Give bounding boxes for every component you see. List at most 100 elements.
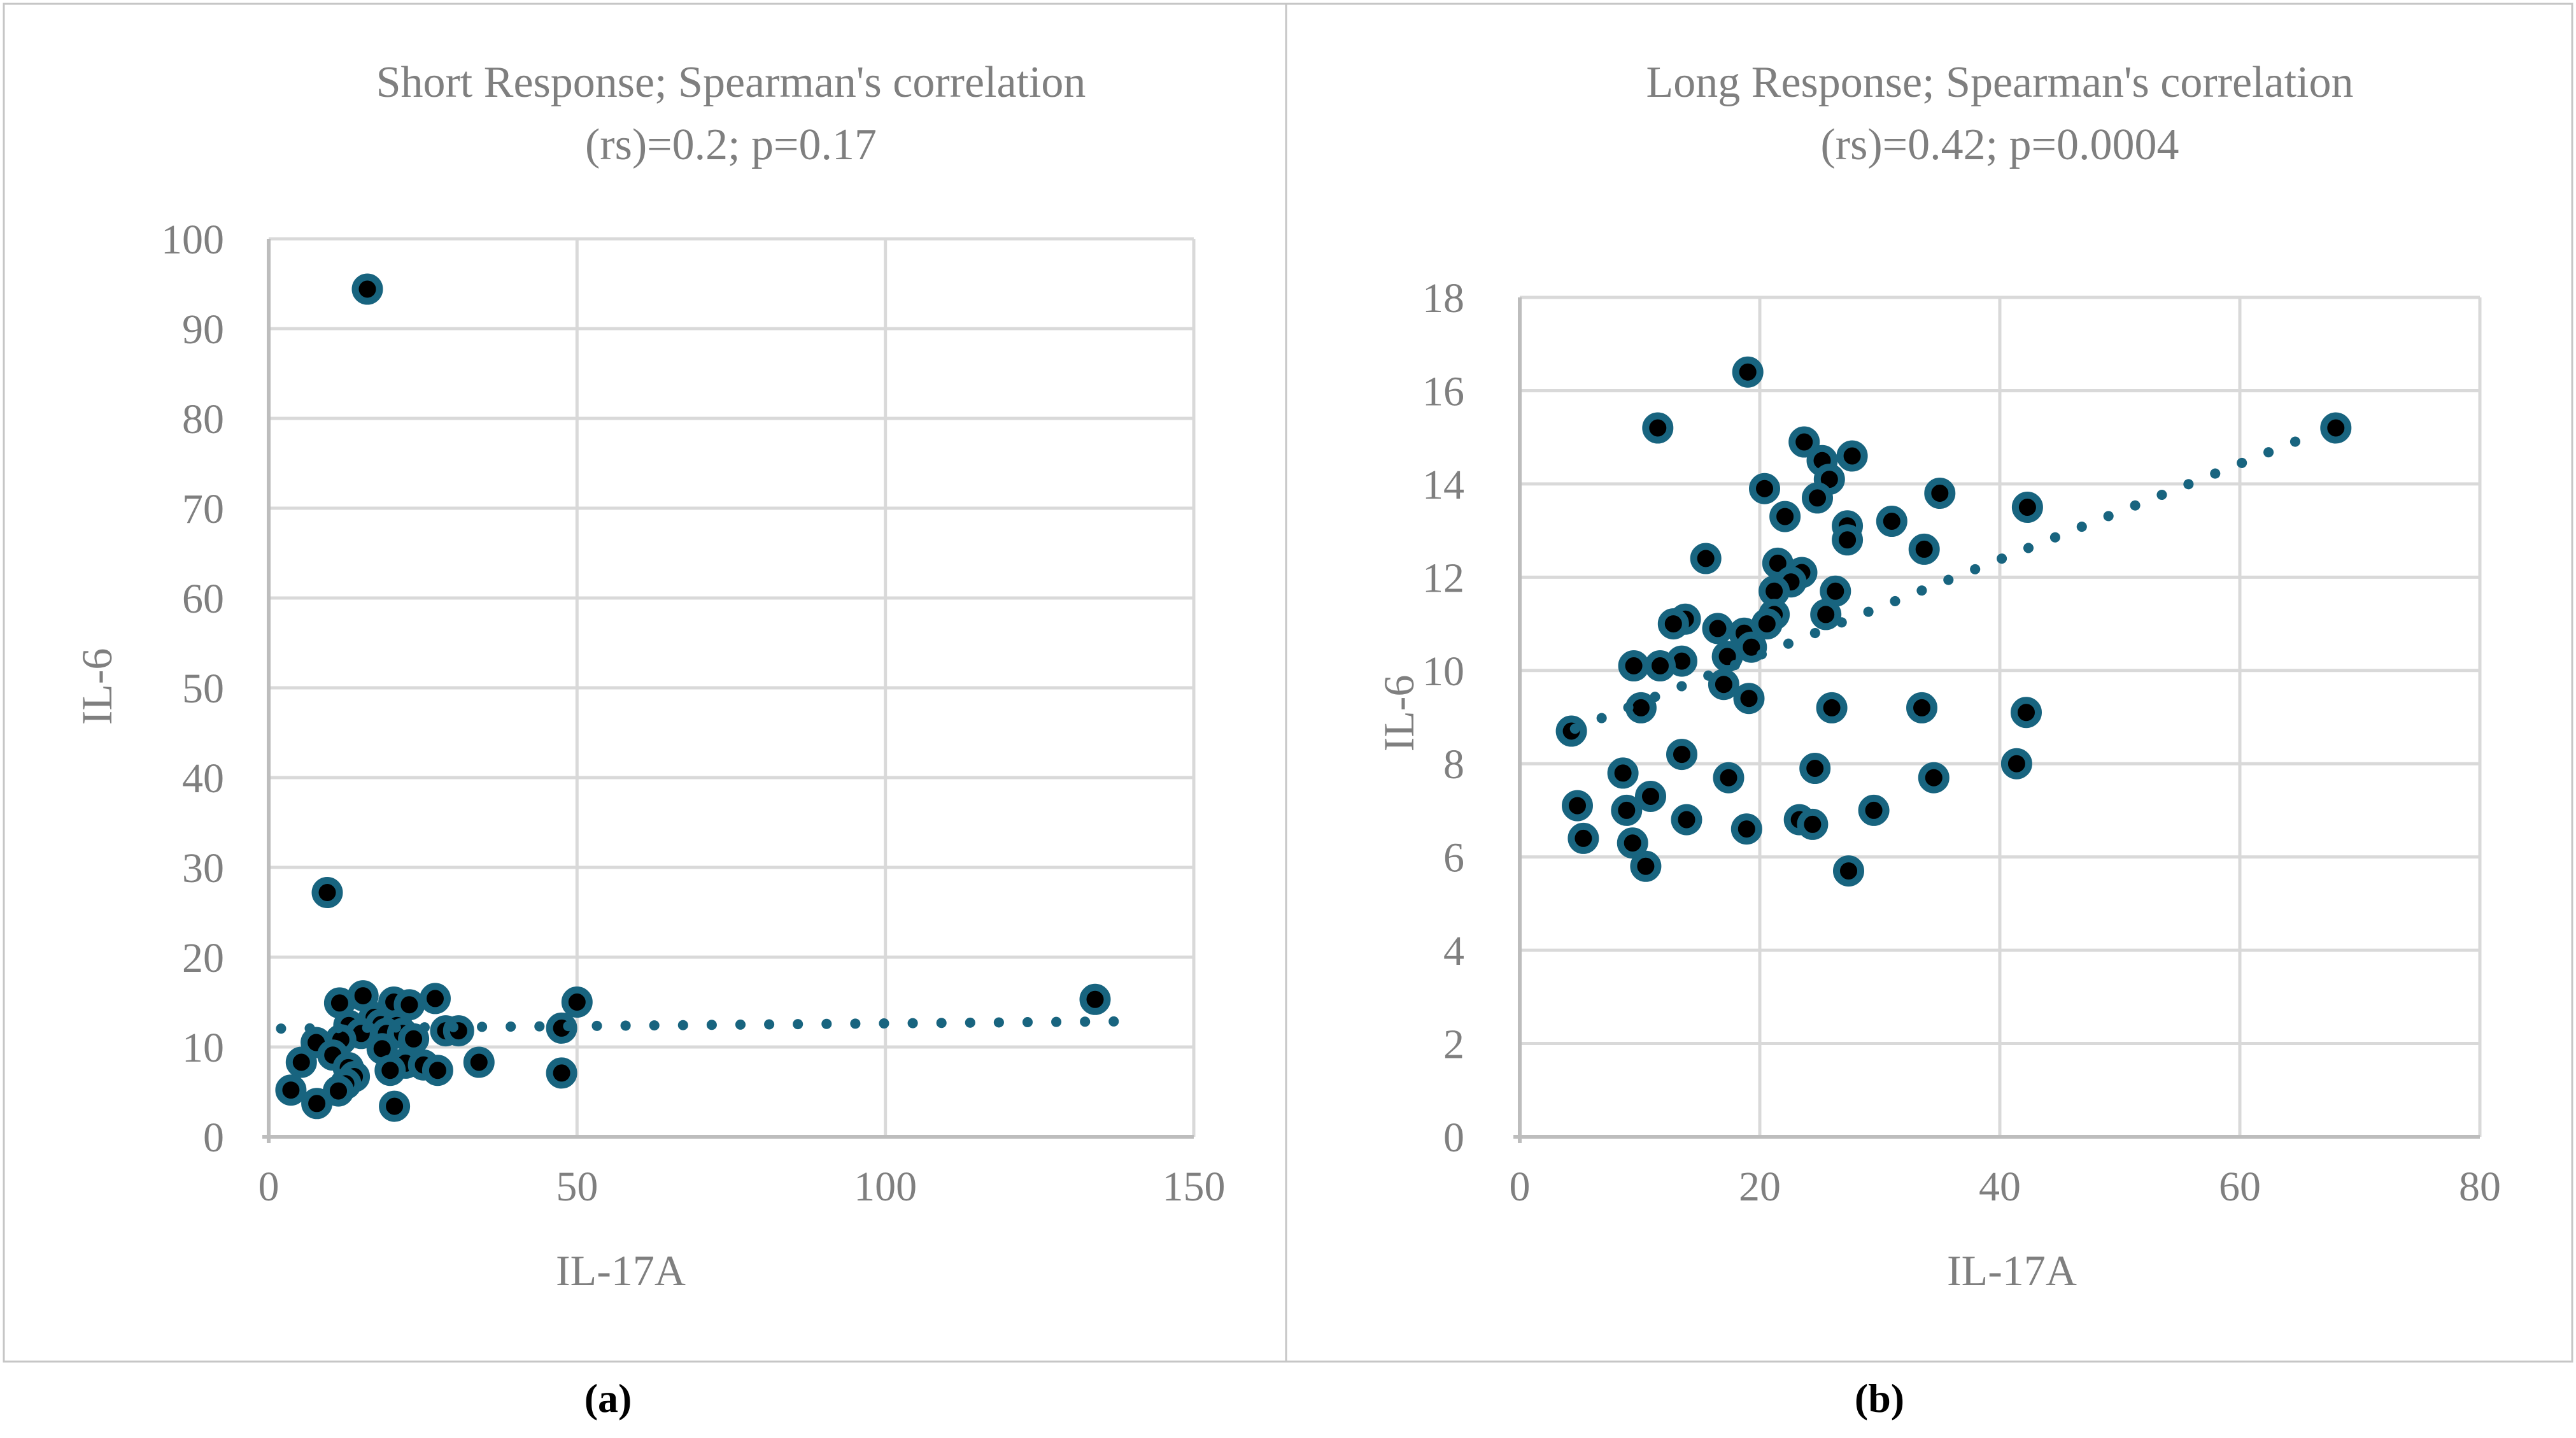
chart-a-title-line2: (rs)=0.2; p=0.17	[584, 120, 877, 169]
chart-a-y-axis-label: IL-6	[73, 648, 121, 725]
data-point	[2000, 748, 2032, 780]
data-point	[323, 1075, 354, 1107]
x-tick-label: 60	[2219, 1164, 2261, 1210]
caption-a: (a)	[584, 1376, 632, 1421]
data-point	[1816, 692, 1848, 723]
chart-b-y-axis-label: IL-6	[1375, 674, 1423, 752]
y-tick-label: 16	[1422, 368, 1464, 415]
chart-b-title-line2: (rs)=0.42; p=0.0004	[1820, 120, 2179, 169]
data-point	[561, 986, 593, 1018]
x-tick-label: 50	[556, 1164, 598, 1210]
y-tick-label: 60	[182, 576, 224, 622]
y-tick-label: 80	[182, 396, 224, 443]
data-point	[1924, 478, 1956, 509]
data-point	[275, 1074, 307, 1106]
data-point	[2011, 697, 2042, 729]
data-point	[1690, 543, 1722, 574]
y-tick-label: 90	[182, 306, 224, 353]
data-point	[1802, 482, 1833, 514]
data-point	[1617, 827, 1648, 859]
data-point	[1635, 781, 1666, 812]
y-tick-label: 40	[182, 755, 224, 802]
data-point	[1708, 669, 1739, 701]
data-point	[379, 1090, 411, 1122]
y-tick-label: 0	[203, 1114, 224, 1161]
y-tick-label: 10	[182, 1025, 224, 1071]
data-point	[1832, 524, 1864, 556]
data-point	[1833, 855, 1864, 887]
x-tick-label: 0	[1510, 1164, 1531, 1210]
y-tick-label: 12	[1422, 555, 1464, 601]
data-point	[1713, 762, 1744, 794]
y-tick-label: 2	[1443, 1022, 1464, 1068]
data-point	[285, 1046, 317, 1078]
data-point	[301, 1088, 333, 1120]
data-point	[1562, 790, 1593, 822]
data-point	[421, 1055, 453, 1086]
data-point	[1749, 473, 1780, 504]
data-point	[1645, 650, 1676, 681]
data-point	[1810, 599, 1842, 630]
data-point	[1876, 506, 1907, 537]
data-point	[463, 1046, 495, 1078]
y-tick-label: 30	[182, 845, 224, 892]
y-tick-label: 14	[1422, 462, 1464, 508]
data-point	[546, 1057, 577, 1089]
data-point	[1611, 794, 1643, 826]
x-tick-label: 40	[1979, 1164, 2021, 1210]
y-tick-label: 10	[1422, 648, 1464, 695]
y-tick-label: 8	[1443, 741, 1464, 788]
trend-line	[1569, 427, 2323, 734]
chart-a-title-line1: Short Response; Spearman's correlation	[376, 58, 1086, 107]
data-point	[374, 1055, 406, 1086]
y-tick-label: 4	[1443, 928, 1464, 974]
data-point	[1799, 753, 1831, 784]
data-point	[1732, 356, 1764, 388]
chart-b-title-line1: Long Response; Spearman's correlation	[1646, 58, 2354, 107]
y-tick-label: 20	[182, 935, 224, 981]
x-tick-label: 150	[1163, 1164, 1226, 1210]
data-point	[1630, 850, 1662, 882]
data-point	[1666, 739, 1697, 771]
data-point	[1788, 426, 1820, 458]
data-point	[1906, 692, 1937, 723]
data-point	[2320, 412, 2352, 444]
trend-line	[276, 1016, 1125, 1034]
y-tick-label: 18	[1422, 275, 1464, 322]
data-point	[1657, 608, 1689, 640]
data-point	[1918, 762, 1950, 794]
data-point	[1642, 412, 1674, 444]
data-point	[351, 273, 383, 305]
data-point	[1730, 813, 1762, 845]
data-point	[311, 877, 343, 908]
y-tick-label: 70	[182, 486, 224, 532]
y-tick-label: 6	[1443, 835, 1464, 881]
data-point	[1733, 683, 1765, 715]
data-point	[1797, 808, 1829, 840]
y-tick-label: 100	[161, 217, 224, 263]
y-tick-label: 0	[1443, 1114, 1464, 1161]
data-point	[1079, 983, 1111, 1015]
y-tick-label: 50	[182, 666, 224, 712]
data-point	[1858, 794, 1890, 826]
data-point	[1671, 804, 1702, 836]
data-point	[1607, 757, 1639, 789]
data-point	[1908, 533, 1940, 565]
figure-border	[3, 3, 2573, 1363]
x-tick-label: 20	[1739, 1164, 1781, 1210]
data-point	[1702, 613, 1734, 644]
x-tick-label: 0	[258, 1164, 280, 1210]
caption-b: (b)	[1854, 1376, 1905, 1421]
data-point	[1568, 822, 1599, 854]
x-tick-label: 80	[2459, 1164, 2501, 1210]
data-point	[2011, 492, 2043, 523]
chart-b-x-axis-label: IL-17A	[1947, 1246, 2077, 1295]
x-tick-label: 100	[854, 1164, 917, 1210]
data-point	[1836, 440, 1868, 472]
data-point	[1769, 501, 1801, 532]
chart-a-x-axis-label: IL-17A	[556, 1246, 686, 1295]
